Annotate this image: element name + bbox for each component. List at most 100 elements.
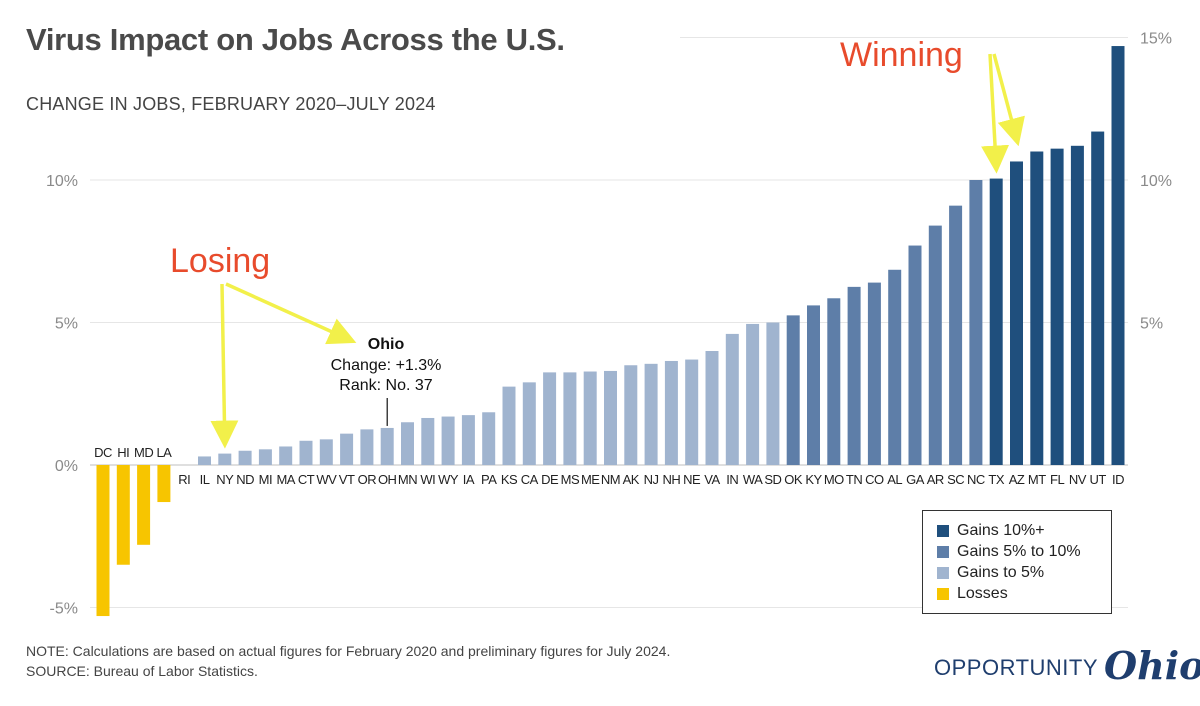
y-tick-label-right: 15% <box>1140 31 1172 48</box>
legend-item-gains-10: Gains 10%+ <box>937 520 1111 541</box>
bar-pa <box>482 412 496 465</box>
x-tick-label: NM <box>601 472 620 487</box>
bar-oh <box>380 427 394 465</box>
legend: Gains 10%+ Gains 5% to 10% Gains to 5% L… <box>922 510 1112 614</box>
bar-mo <box>827 298 841 465</box>
x-tick-label: WV <box>316 472 337 487</box>
bar-nm <box>604 370 617 465</box>
x-tick-label: AZ <box>1009 472 1025 487</box>
x-tick-label: TN <box>846 472 862 487</box>
winning-arrow-tx <box>981 53 1010 174</box>
x-tick-label: NH <box>663 472 681 487</box>
bar-ks <box>502 386 516 465</box>
x-tick-label: OR <box>358 472 377 487</box>
bar-il <box>198 456 211 465</box>
footnote-source: SOURCE: Bureau of Labor Statistics. <box>26 663 258 679</box>
x-tick-label: KS <box>501 472 518 487</box>
losing-arrow-ny <box>210 283 239 449</box>
x-tick-label: TX <box>988 472 1004 487</box>
bar-nc <box>969 180 983 465</box>
legend-swatch <box>937 587 949 600</box>
x-tick-label: MO <box>824 472 844 487</box>
bar-ut <box>1091 131 1105 466</box>
ohio-callout-title: Ohio <box>368 336 405 353</box>
x-tick-label: NY <box>216 472 234 487</box>
legend-label: Gains 10%+ <box>957 521 1045 539</box>
bar-mn <box>401 422 414 465</box>
x-tick-label: MS <box>561 472 580 487</box>
x-tick-label: SD <box>764 472 781 487</box>
bar-nh <box>664 360 678 465</box>
bar-ga <box>908 245 922 465</box>
bar-id <box>1111 46 1125 466</box>
brand-logo: OPPORTUNITY Ohio <box>934 643 1200 692</box>
y-tick-label-left: 5% <box>55 316 78 333</box>
y-tick-label-right: 5% <box>1140 316 1163 333</box>
bar-ak <box>624 365 638 465</box>
bar-wa <box>746 323 760 465</box>
bar-ar <box>928 225 942 465</box>
bar-nv <box>1070 145 1084 466</box>
x-tick-label: GA <box>906 472 925 487</box>
brand-wordmark: OPPORTUNITY <box>934 655 1099 680</box>
x-tick-label: MN <box>398 472 417 487</box>
x-tick-label: SC <box>947 472 964 487</box>
x-tick-label: NV <box>1069 472 1087 487</box>
x-tick-label: ND <box>236 472 254 487</box>
y-tick-label-left: -5% <box>50 601 78 618</box>
ohio-callout-change: Change: +1.3% <box>331 357 442 374</box>
x-tick-label: ME <box>581 472 600 487</box>
x-tick-label: AK <box>623 472 640 487</box>
bar-tx <box>989 178 1003 465</box>
bar-ny <box>218 453 232 465</box>
bar-nd <box>238 450 252 465</box>
bar-ms <box>563 372 577 465</box>
legend-swatch <box>937 566 949 579</box>
legend-swatch <box>937 524 949 537</box>
x-tick-label: VA <box>704 472 720 487</box>
bar-ca <box>522 382 536 465</box>
bar-hi <box>116 465 130 565</box>
x-tick-label: AL <box>887 472 902 487</box>
bar-md <box>137 465 151 545</box>
footnote: NOTE: Calculations are based on actual f… <box>26 641 670 681</box>
bar-mi <box>258 449 272 465</box>
bar-ne <box>685 359 699 465</box>
bar-dc <box>96 465 110 617</box>
x-tick-label: IA <box>463 472 475 487</box>
bar-la <box>157 465 171 503</box>
bar-sd <box>766 322 780 465</box>
bar-va <box>705 351 719 465</box>
losing-arrow-ohio <box>225 282 357 345</box>
legend-item-gains-to-5: Gains to 5% <box>937 562 1111 583</box>
bar-wy <box>441 416 455 465</box>
y-tick-label-left: 10% <box>46 173 78 190</box>
ohio-callout-rank: Rank: No. 37 <box>339 377 432 394</box>
x-tick-label: UT <box>1090 472 1107 487</box>
x-tick-label: ID <box>1112 472 1124 487</box>
bar-al <box>888 269 902 465</box>
bar-mt <box>1030 151 1044 465</box>
x-tick-label: WA <box>743 472 763 487</box>
bar-ma <box>279 446 293 465</box>
bar-nj <box>644 363 658 465</box>
bar-fl <box>1050 148 1064 465</box>
x-tick-label: DC <box>94 445 112 460</box>
bar-vt <box>340 433 354 465</box>
x-tick-label: NC <box>967 472 985 487</box>
x-tick-label: CA <box>521 472 539 487</box>
brand-script: Ohio <box>1104 642 1200 688</box>
bar-wi <box>421 417 435 465</box>
x-tick-label: VT <box>339 472 355 487</box>
bar-tn <box>847 286 861 465</box>
x-tick-label: IN <box>726 472 738 487</box>
bar-de <box>543 372 557 465</box>
x-tick-label: KY <box>805 472 822 487</box>
x-tick-label: IL <box>200 472 210 487</box>
bar-ct <box>299 440 313 465</box>
x-tick-label: FL <box>1050 472 1064 487</box>
losing-annotation: Losing <box>170 242 270 280</box>
legend-label: Losses <box>957 584 1008 602</box>
bar-ia <box>461 415 475 465</box>
